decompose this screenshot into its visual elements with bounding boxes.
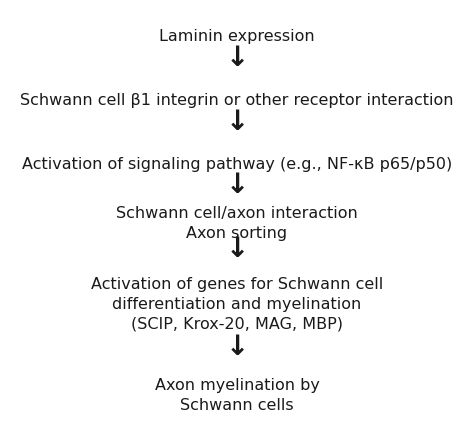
Text: ↓: ↓ — [225, 333, 249, 361]
Text: ↓: ↓ — [225, 171, 249, 199]
Text: Axon myelination by
Schwann cells: Axon myelination by Schwann cells — [155, 378, 319, 413]
Text: Activation of genes for Schwann cell
differentiation and myelination
(SCIP, Krox: Activation of genes for Schwann cell dif… — [91, 277, 383, 332]
Text: ↓: ↓ — [225, 108, 249, 136]
Text: Schwann cell/axon interaction
Axon sorting: Schwann cell/axon interaction Axon sorti… — [116, 206, 358, 241]
Text: Laminin expression: Laminin expression — [159, 29, 315, 44]
Text: ↓: ↓ — [225, 44, 249, 72]
Text: ↓: ↓ — [225, 235, 249, 263]
Text: Schwann cell β1 integrin or other receptor interaction: Schwann cell β1 integrin or other recept… — [20, 93, 454, 108]
Text: Activation of signaling pathway (e.g., NF-κB p65/p50): Activation of signaling pathway (e.g., N… — [22, 156, 452, 171]
